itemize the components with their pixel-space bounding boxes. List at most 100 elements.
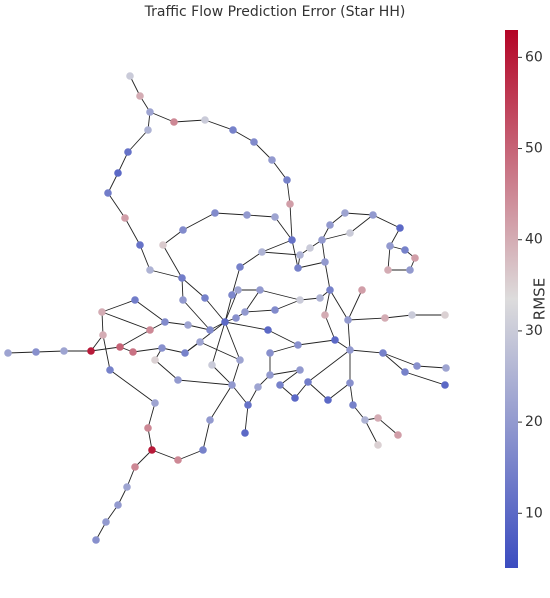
colorbar-tick-label: 30 (525, 323, 543, 339)
node (201, 294, 209, 302)
node (234, 286, 242, 294)
node (146, 108, 154, 116)
colorbar-tick-label: 50 (525, 141, 543, 157)
edge (162, 229, 184, 246)
edge (224, 321, 241, 361)
edge (109, 369, 156, 404)
edge (199, 341, 241, 361)
node (104, 189, 112, 197)
edge (182, 299, 211, 331)
node (60, 347, 68, 355)
edge (211, 321, 226, 366)
edge (349, 214, 374, 234)
edges (7, 75, 447, 541)
edge (134, 299, 166, 323)
node (401, 246, 409, 254)
node (174, 456, 182, 464)
edge (364, 419, 379, 446)
node (178, 274, 186, 282)
node (331, 336, 339, 344)
edge (279, 369, 301, 386)
nodes (4, 72, 450, 544)
node (179, 296, 187, 304)
edge (211, 364, 233, 386)
node (92, 536, 100, 544)
edge (382, 352, 406, 373)
node (379, 349, 387, 357)
edge (149, 111, 175, 123)
node (326, 221, 334, 229)
node (144, 424, 152, 432)
node (243, 211, 251, 219)
edge (321, 232, 351, 241)
node (286, 200, 294, 208)
edge (181, 277, 206, 299)
node (159, 241, 167, 249)
edge (107, 192, 126, 219)
edge (224, 294, 233, 323)
node (114, 169, 122, 177)
edge (344, 212, 374, 216)
node (288, 236, 296, 244)
colorbar-tick-label: 20 (525, 414, 543, 430)
node (326, 286, 334, 294)
node (99, 331, 107, 339)
edge (244, 309, 276, 313)
edge (162, 244, 183, 279)
node (324, 396, 332, 404)
edge (231, 266, 241, 296)
edge (416, 365, 447, 369)
edge (329, 289, 349, 321)
node (386, 242, 394, 250)
edge (267, 329, 299, 346)
edge (149, 269, 183, 279)
node (123, 483, 131, 491)
node (266, 349, 274, 357)
edge (147, 402, 156, 429)
edge (372, 214, 401, 229)
edge (101, 311, 151, 331)
node (296, 366, 304, 374)
edge (261, 239, 293, 253)
node (374, 414, 382, 422)
node (344, 316, 352, 324)
edge (202, 419, 211, 451)
edge (124, 217, 141, 246)
node (32, 348, 40, 356)
edge (347, 319, 351, 351)
edge (232, 129, 255, 143)
node (381, 314, 389, 322)
node (294, 341, 302, 349)
edge (259, 289, 301, 301)
edge (117, 151, 129, 174)
colorbar (505, 30, 518, 568)
edge (307, 349, 351, 383)
node (304, 378, 312, 386)
edge (231, 384, 249, 406)
node (114, 501, 122, 509)
node (229, 126, 237, 134)
edge (102, 334, 111, 371)
node (228, 381, 236, 389)
node (228, 291, 236, 299)
edge (139, 244, 151, 271)
edge (127, 129, 149, 153)
node (146, 326, 154, 334)
colorbar-label: RMSE (531, 278, 549, 320)
edge (204, 119, 234, 131)
colorbar-tick-label: 40 (525, 232, 543, 248)
edge (154, 359, 179, 381)
node (151, 356, 159, 364)
node (131, 463, 139, 471)
node (341, 209, 349, 217)
node (158, 344, 166, 352)
edge (244, 289, 261, 313)
node (241, 429, 249, 437)
node (4, 349, 12, 357)
edge (347, 317, 386, 321)
chart-title: Traffic Flow Prediction Error (Star HH) (144, 4, 406, 20)
edge (101, 299, 136, 313)
node (170, 118, 178, 126)
edge (324, 289, 331, 316)
